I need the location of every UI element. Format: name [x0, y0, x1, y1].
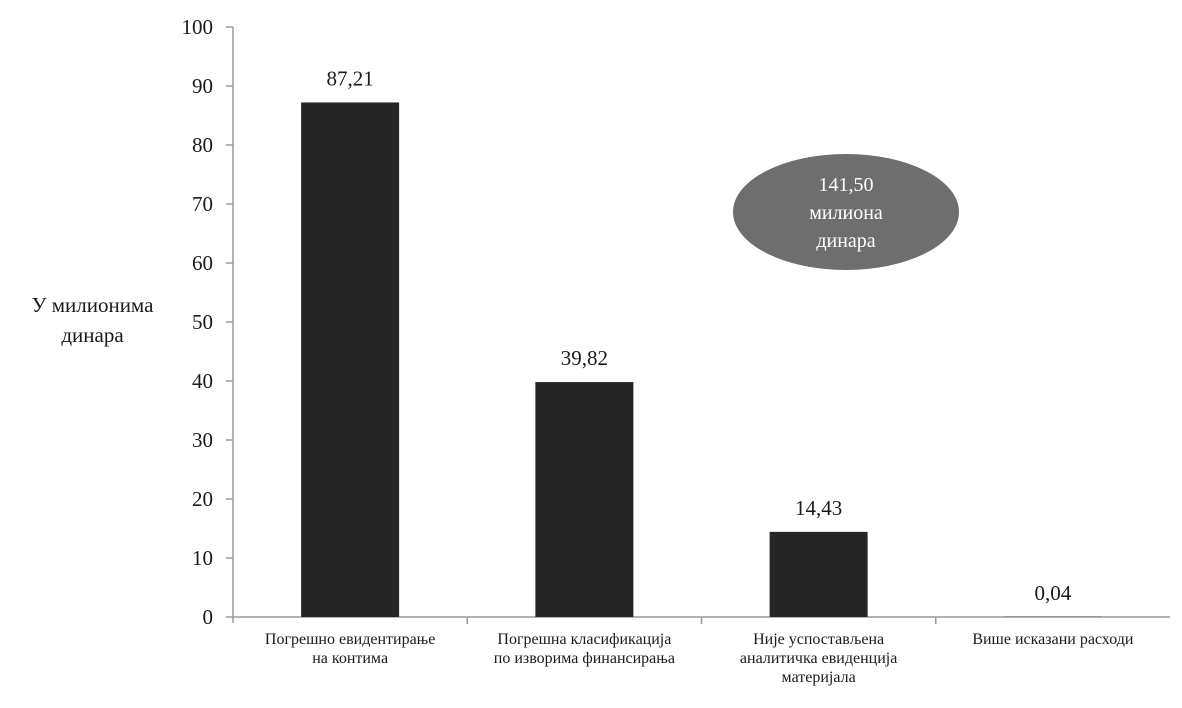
bar [535, 382, 634, 617]
y-tick-label: 10 [192, 546, 213, 570]
bar [769, 531, 868, 617]
y-tick-label: 30 [192, 428, 213, 452]
data-labels: 87,21 39,82 14,43 0,04 [327, 66, 1072, 604]
y-axis-label-line-2: динара [61, 323, 124, 347]
bar [301, 102, 400, 617]
total-annotation-text: динара [816, 230, 875, 252]
data-label: 0,04 [1035, 581, 1072, 605]
y-tick-label: 80 [192, 133, 213, 157]
total-ellipse [733, 154, 959, 270]
y-tick-label: 0 [203, 605, 214, 629]
y-axis-label: У милионима динара [10, 290, 175, 350]
data-label: 14,43 [795, 496, 842, 520]
total-annotation: 141,50 милиона динара [733, 154, 959, 270]
y-tick-label: 70 [192, 192, 213, 216]
bars [301, 102, 1102, 617]
data-label: 39,82 [561, 346, 608, 370]
total-annotation-text: 141,50 [819, 174, 874, 196]
y-tick-label: 90 [192, 74, 213, 98]
x-tick-label: на контима [312, 650, 388, 667]
y-tick-label: 20 [192, 487, 213, 511]
total-annotation-text: милиона [809, 202, 883, 224]
y-axis-label-line-1: У милионима [31, 293, 154, 317]
x-tick-label: материјала [782, 669, 856, 686]
axes: 0 10 20 30 40 50 60 70 80 90 100 [182, 15, 1170, 629]
x-tick-label: Погрешна класификација [497, 631, 671, 648]
x-tick-label: Више исказани расходи [972, 631, 1134, 648]
x-tick-label: по изворима финансирања [494, 650, 675, 667]
x-tick-label: Није успостављена [753, 631, 884, 648]
y-tick-label: 40 [192, 369, 213, 393]
x-tick-label: Погрешно евидентирање [265, 631, 435, 648]
y-tick-label: 60 [192, 251, 213, 275]
y-tick-label: 50 [192, 310, 213, 334]
data-label: 87,21 [327, 66, 374, 90]
x-tick-labels: Погрешно евидентирање на контима Погрешна … [265, 631, 1134, 686]
y-tick-label: 100 [182, 15, 214, 39]
x-tick-label: аналитичка евиденција [740, 650, 897, 667]
